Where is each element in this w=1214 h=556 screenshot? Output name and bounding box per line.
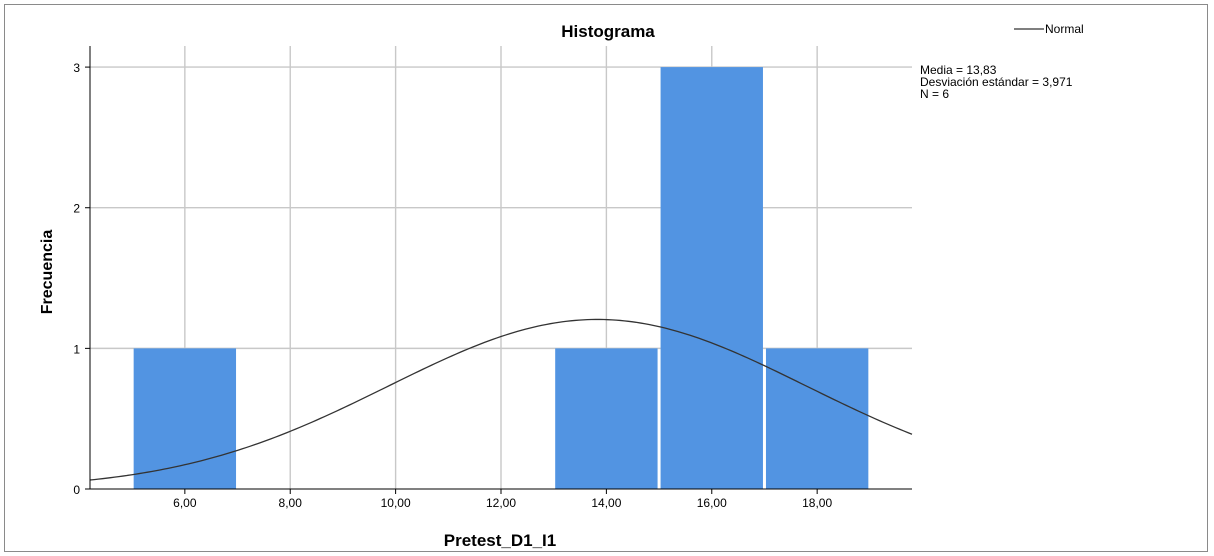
- y-axis-label: Frecuencia: [39, 230, 56, 315]
- std-dev-text: Desviación estándar = 3,971: [920, 75, 1073, 89]
- y-tick-label: 1: [73, 342, 80, 356]
- axes: 0 1 2 3 6,00 8,00 10,00 12,00 14,00 16,00 18,00: [73, 46, 912, 510]
- legend-label: Normal: [1045, 22, 1084, 36]
- histogram-bars: [133, 67, 869, 489]
- histogram-bar: [660, 67, 763, 489]
- x-tick-label: 6,00: [173, 496, 197, 510]
- histogram-bar: [765, 348, 869, 489]
- normal-curve-layer: [89, 318, 913, 481]
- x-axis-label: Pretest_D1_I1: [444, 531, 556, 550]
- legend: Normal: [1014, 22, 1084, 36]
- mean-text: Media = 13,83: [920, 63, 997, 77]
- x-tick-label: 8,00: [279, 496, 303, 510]
- x-tick-label: 10,00: [381, 496, 411, 510]
- summary-statistics: Media = 13,83 Desviación estándar = 3,97…: [920, 64, 1072, 100]
- x-tick-label: 16,00: [697, 496, 727, 510]
- x-tick-label: 14,00: [591, 496, 621, 510]
- y-tick-label: 2: [73, 202, 80, 216]
- x-tick-label: 12,00: [486, 496, 516, 510]
- histogram-bar: [133, 348, 237, 489]
- histogram-bar: [555, 348, 658, 489]
- y-tick-label: 0: [73, 483, 80, 497]
- n-text: N = 6: [920, 87, 950, 101]
- x-tick-label: 18,00: [802, 496, 832, 510]
- chart-title: Histograma: [561, 22, 655, 41]
- normal-curve: [89, 318, 913, 481]
- y-tick-label: 3: [73, 61, 80, 75]
